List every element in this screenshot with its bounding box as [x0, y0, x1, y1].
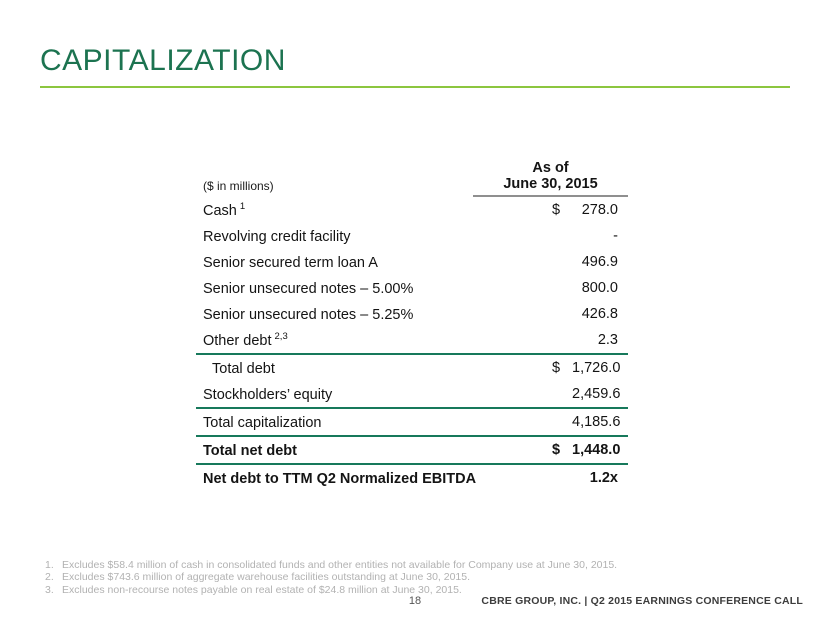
title-underline — [40, 86, 790, 88]
footnote-number: 3. — [45, 583, 54, 596]
row-label: Total capitalization — [203, 414, 322, 431]
table-row-total-capitalization: Total capitalization 4,185.6 — [196, 407, 628, 435]
footnote-text: Excludes $58.4 million of cash in consol… — [62, 559, 618, 571]
table-row-senior-secured-term-loan-a: Senior secured term loan A 496.9 — [196, 249, 628, 275]
footnotes: 1. Excludes $58.4 million of cash in con… — [45, 559, 617, 596]
row-label: Cash 1 — [203, 201, 246, 219]
row-label: Senior secured term loan A — [203, 254, 378, 271]
row-value: 278.0 — [581, 202, 618, 218]
footnote-text: Excludes $743.6 million of aggregate war… — [62, 571, 471, 584]
footer-text: CBRE GROUP, INC. | Q2 2015 EARNINGS CONF… — [481, 595, 803, 607]
capitalization-table: ($ in millions) As of June 30, 2015 Cash… — [196, 156, 628, 491]
row-label: Other debt 2,3 — [203, 331, 288, 349]
currency-symbol: $ — [552, 202, 561, 218]
row-value: 800.0 — [581, 280, 618, 296]
table-row-net-debt-to-ebitda: Net debt to TTM Q2 Normalized EBITDA 1.2… — [196, 463, 628, 491]
footnote-number: 2. — [45, 571, 54, 584]
page-title: CAPITALIZATION — [40, 44, 286, 77]
column-header-line1: As of — [532, 160, 569, 176]
footnote-number: 1. — [45, 559, 54, 571]
row-value: 1,726.0 — [572, 360, 621, 376]
row-value: 1,448.0 — [572, 442, 621, 458]
row-value: 2.3 — [597, 332, 618, 348]
row-label: Net debt to TTM Q2 Normalized EBITDA — [203, 470, 477, 487]
currency-symbol: $ — [552, 442, 561, 458]
row-value: 496.9 — [581, 254, 618, 270]
table-row-revolving-credit-facility: Revolving credit facility - — [196, 223, 628, 249]
row-label: Senior unsecured notes – 5.00% — [203, 280, 414, 297]
row-label: Total net debt — [203, 442, 297, 459]
row-label: Senior unsecured notes – 5.25% — [203, 306, 414, 323]
table-header: ($ in millions) As of June 30, 2015 — [196, 156, 628, 197]
row-label: Stockholders’ equity — [203, 386, 333, 403]
row-value: 4,185.6 — [572, 414, 621, 430]
footnote-ref: 1 — [239, 201, 246, 213]
row-value: 426.8 — [581, 306, 618, 322]
units-label: ($ in millions) — [203, 179, 274, 193]
footnote-3: 3. Excludes non-recourse notes payable o… — [45, 584, 617, 596]
table-row-senior-unsecured-notes-525: Senior unsecured notes – 5.25% 426.8 — [196, 301, 628, 327]
row-value: 2,459.6 — [572, 386, 621, 402]
footnote-2: 2. Excludes $743.6 million of aggregate … — [45, 571, 617, 583]
column-header-as-of: As of June 30, 2015 — [473, 156, 628, 197]
row-label: Total debt — [212, 360, 275, 377]
footnote-1: 1. Excludes $58.4 million of cash in con… — [45, 559, 617, 571]
table-row-other-debt: Other debt 2,3 2.3 — [196, 327, 628, 353]
column-header-line2: June 30, 2015 — [503, 176, 598, 192]
table-row-senior-unsecured-notes-500: Senior unsecured notes – 5.00% 800.0 — [196, 275, 628, 301]
currency-symbol: $ — [552, 360, 561, 376]
row-label: Revolving credit facility — [203, 228, 351, 245]
table-row-total-debt: Total debt $ 1,726.0 — [196, 353, 628, 381]
table-row-cash: Cash 1 $ 278.0 — [196, 197, 628, 223]
footnote-text: Excludes non-recourse notes payable on r… — [62, 583, 462, 596]
row-value: - — [613, 228, 618, 244]
table-row-total-net-debt: Total net debt $ 1,448.0 — [196, 435, 628, 463]
row-value: 1.2x — [589, 470, 618, 486]
table-row-stockholders-equity: Stockholders’ equity 2,459.6 — [196, 381, 628, 407]
footnote-ref: 2,3 — [274, 331, 288, 343]
page-number: 18 — [408, 595, 422, 607]
